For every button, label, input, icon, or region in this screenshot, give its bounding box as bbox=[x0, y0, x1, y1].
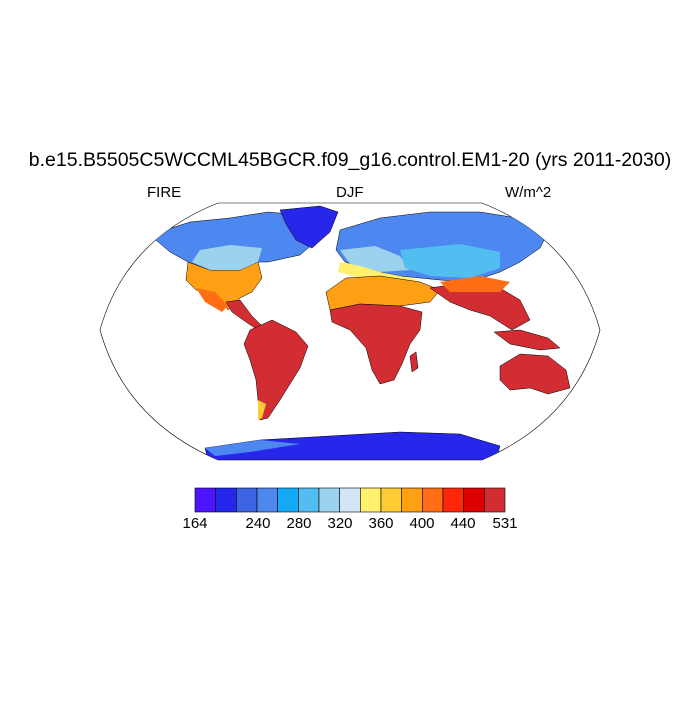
colorbar-box bbox=[422, 487, 444, 513]
land-patagonia bbox=[258, 400, 266, 420]
land-north-america-north bbox=[149, 211, 321, 271]
units-label: W/m^2 bbox=[505, 184, 552, 201]
colorbar-tick-label: 240 bbox=[245, 515, 271, 532]
colorbar-box bbox=[277, 487, 299, 513]
land-australia bbox=[499, 353, 571, 395]
colorbar-box bbox=[484, 487, 506, 513]
land-mediterranean bbox=[338, 262, 420, 284]
colorbar-tick-label: 400 bbox=[409, 515, 435, 532]
colorbar-box bbox=[215, 487, 237, 513]
colorbar-tick-label: 440 bbox=[450, 515, 476, 532]
left-string: FIRE bbox=[147, 184, 182, 201]
land-canada-light bbox=[192, 245, 262, 270]
colorbar-box bbox=[401, 487, 423, 513]
colorbar-box bbox=[360, 487, 382, 513]
colorbar-box bbox=[339, 487, 361, 513]
land-madagascar bbox=[409, 351, 419, 373]
colorbar-tick-label: 280 bbox=[286, 515, 312, 532]
colorbar-box bbox=[194, 487, 216, 513]
colorbar-tick-label: 360 bbox=[368, 515, 394, 532]
land-antarctica bbox=[204, 431, 501, 460]
land-africa bbox=[329, 303, 423, 385]
land-greenland bbox=[279, 205, 339, 249]
colorbar-box bbox=[318, 487, 340, 513]
colorbar-box bbox=[380, 487, 402, 513]
colorbar-box bbox=[442, 487, 464, 513]
colorbar-box bbox=[256, 487, 278, 513]
colorbar-tick-label: 164 bbox=[182, 515, 208, 532]
colorbar-box bbox=[236, 487, 258, 513]
colorbar-box bbox=[463, 487, 485, 513]
colorbar-box bbox=[298, 487, 320, 513]
land-indonesia bbox=[493, 329, 561, 351]
plot-title: b.e15.B5505C5WCCML45BGCR.f09_g16.control… bbox=[28, 149, 672, 171]
land-mexico-orange bbox=[196, 288, 228, 312]
land-south-america bbox=[243, 319, 309, 421]
center-string: DJF bbox=[336, 184, 364, 201]
land-middle-asia bbox=[400, 244, 500, 278]
colorbar-tick-label: 320 bbox=[327, 515, 353, 532]
land-antarctica-edge bbox=[205, 440, 300, 456]
land-asia-orange bbox=[440, 276, 510, 292]
colorbar-tick-label: 531 bbox=[492, 515, 518, 532]
